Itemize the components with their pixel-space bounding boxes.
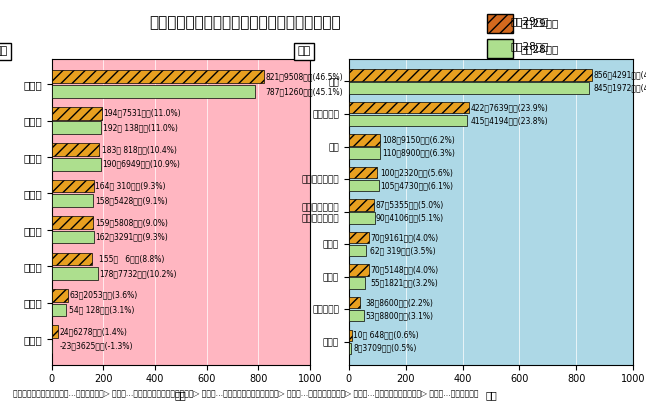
X-axis label: 億円: 億円 xyxy=(175,390,187,400)
Bar xyxy=(52,253,92,265)
Text: 歳入: 歳入 xyxy=(298,47,311,57)
Bar xyxy=(349,212,375,224)
Text: 8億3709万円(0.5%): 8億3709万円(0.5%) xyxy=(353,344,417,353)
Bar xyxy=(349,310,364,321)
Bar xyxy=(52,289,68,302)
Bar xyxy=(349,297,360,308)
Text: 422億7639万円(23.9%): 422億7639万円(23.9%) xyxy=(470,103,548,112)
Bar xyxy=(349,167,377,178)
Text: 194億7531万円(11.0%): 194億7531万円(11.0%) xyxy=(103,109,181,118)
Text: 87億5355万円(5.0%): 87億5355万円(5.0%) xyxy=(376,201,444,210)
Bar xyxy=(52,216,93,229)
Text: 100億2320万円(5.6%): 100億2320万円(5.6%) xyxy=(380,168,453,177)
Bar xyxy=(349,330,351,341)
Bar xyxy=(349,232,369,243)
Text: 155億   6万円(8.8%): 155億 6万円(8.8%) xyxy=(99,254,165,264)
Bar xyxy=(52,70,264,83)
Bar xyxy=(46,340,52,353)
X-axis label: 億円: 億円 xyxy=(485,390,497,400)
Text: 24億6278万円(1.4%): 24億6278万円(1.4%) xyxy=(59,327,127,336)
Text: 38億8600万円(2.2%): 38億8600万円(2.2%) xyxy=(366,298,433,307)
Text: 110億8900万円(6.3%): 110億8900万円(6.3%) xyxy=(382,148,455,158)
Text: 63億2053万円(3.6%): 63億2053万円(3.6%) xyxy=(69,291,138,300)
Text: 《主な項目の説明》民生費…福祉の充実に▷ 教育費…学校教育や社会教育の充実に▷ 土木費…道路や公園の維持管理等に▷ 総務費…文化振興や広報に▷ 衛生費…保健医療: 《主な項目の説明》民生費…福祉の充実に▷ 教育費…学校教育や社会教育の充実に▷ … xyxy=(13,390,479,398)
Text: 108億9150万円(6.2%): 108億9150万円(6.2%) xyxy=(382,135,455,145)
Bar xyxy=(349,199,374,211)
Bar xyxy=(52,194,92,207)
Text: 178億7732万円(10.2%): 178億7732万円(10.2%) xyxy=(99,269,176,278)
Bar xyxy=(349,82,589,93)
Text: 53億8800万円(3.1%): 53億8800万円(3.1%) xyxy=(366,311,433,320)
Text: 192億 138万円(11.0%): 192億 138万円(11.0%) xyxy=(103,123,178,132)
Bar xyxy=(487,39,513,59)
Text: 10億 648万円(0.6%): 10億 648万円(0.6%) xyxy=(353,331,419,340)
Text: 821億9508万円(46.5%): 821億9508万円(46.5%) xyxy=(266,72,343,81)
Bar xyxy=(349,147,380,159)
Text: 164億 310万円(9.3%): 164億 310万円(9.3%) xyxy=(96,181,166,191)
Text: 90億4106万円(5.1%): 90億4106万円(5.1%) xyxy=(376,214,444,222)
Text: 一般会計　総額１７６６億２３１２万円の内訳: 一般会計 総額１７６６億２３１２万円の内訳 xyxy=(150,15,341,30)
Bar xyxy=(52,122,101,134)
Bar xyxy=(52,180,94,192)
Bar xyxy=(52,143,99,156)
Bar xyxy=(349,264,369,276)
Bar xyxy=(349,180,379,191)
Text: 787億1260万円(45.1%): 787億1260万円(45.1%) xyxy=(266,87,343,96)
Bar xyxy=(52,231,94,243)
Text: 歳出: 歳出 xyxy=(0,47,8,57)
Bar xyxy=(349,69,592,80)
Text: -23億3625万円(-1.3%): -23億3625万円(-1.3%) xyxy=(59,342,133,351)
Text: 162億3291万円(9.3%): 162億3291万円(9.3%) xyxy=(95,233,168,242)
Text: 190億6949万円(10.9%): 190億6949万円(10.9%) xyxy=(102,160,180,169)
Bar xyxy=(349,277,364,289)
Text: 平成28年度: 平成28年度 xyxy=(510,41,548,51)
Text: 159億5808万円(9.0%): 159億5808万円(9.0%) xyxy=(95,218,168,227)
Text: 62億 319万円(3.5%): 62億 319万円(3.5%) xyxy=(370,246,436,255)
Bar xyxy=(349,134,380,146)
Bar xyxy=(52,267,98,280)
Bar xyxy=(349,343,351,354)
Text: 845億1972万円(48.4%): 845億1972万円(48.4%) xyxy=(594,83,646,93)
Bar xyxy=(52,158,101,171)
Text: 平成29年度: 平成29年度 xyxy=(510,16,548,26)
Bar xyxy=(52,303,66,316)
Text: 105億4730万円(6.1%): 105億4730万円(6.1%) xyxy=(380,181,453,190)
Text: 54億 128万円(3.1%): 54億 128万円(3.1%) xyxy=(69,305,134,314)
Text: 平成29年度: 平成29年度 xyxy=(520,18,558,28)
Bar xyxy=(52,85,255,98)
Text: 55億1821万円(3.2%): 55億1821万円(3.2%) xyxy=(370,279,438,288)
Text: 70億5148万円(4.0%): 70億5148万円(4.0%) xyxy=(370,266,439,275)
Text: 158億5428万円(9.1%): 158億5428万円(9.1%) xyxy=(96,196,168,205)
Bar xyxy=(487,14,513,33)
Text: 856億4291万円(48.5%): 856億4291万円(48.5%) xyxy=(594,70,646,80)
Bar xyxy=(349,245,366,256)
Text: 183億 818万円(10.4%): 183億 818万円(10.4%) xyxy=(102,145,177,154)
Text: 平成28年度: 平成28年度 xyxy=(520,44,558,54)
Text: 415億4194万円(23.8%): 415億4194万円(23.8%) xyxy=(470,116,548,125)
Bar xyxy=(52,107,102,120)
Bar xyxy=(349,102,469,113)
Bar xyxy=(52,326,58,338)
Text: 70億9161万円(4.0%): 70億9161万円(4.0%) xyxy=(370,233,439,242)
Bar xyxy=(349,115,467,126)
